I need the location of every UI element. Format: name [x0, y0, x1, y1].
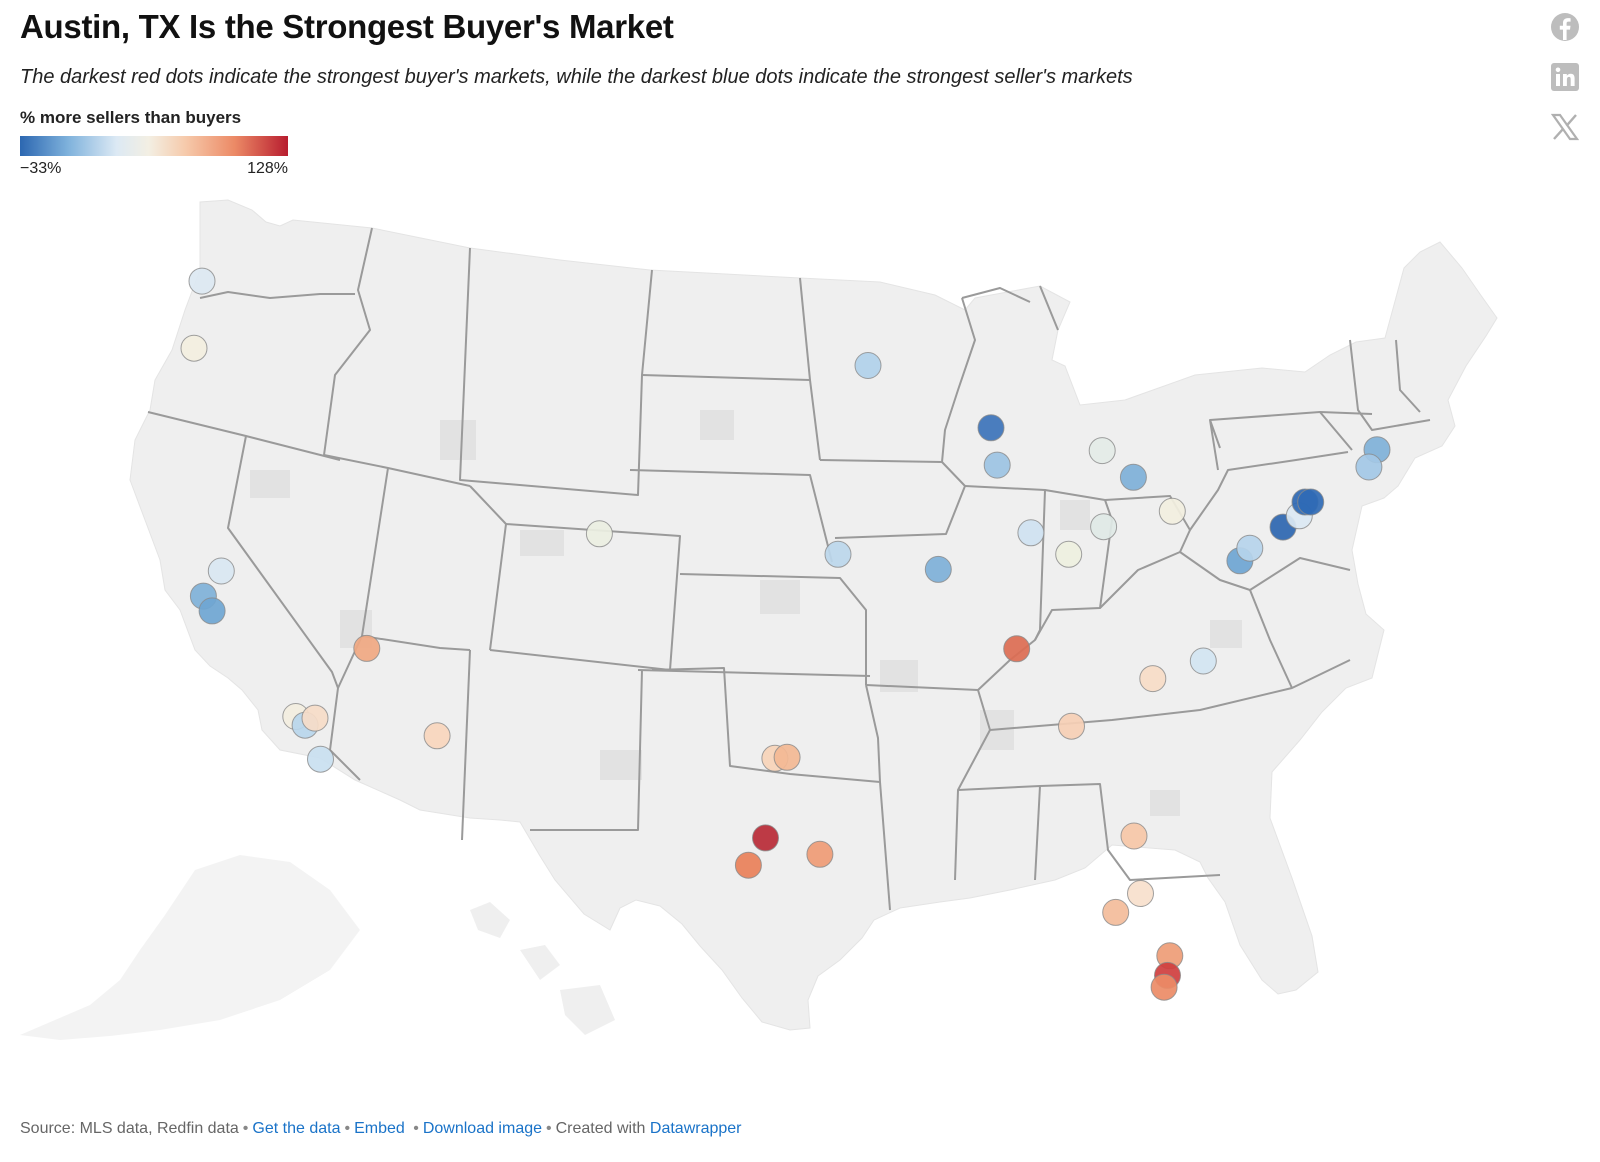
chart-subtitle: The darkest red dots indicate the strong… — [20, 66, 1133, 88]
legend-min-label: −33% — [20, 160, 62, 177]
metro-marker[interactable] — [1055, 540, 1083, 568]
download-image-link[interactable]: Download image — [422, 1120, 543, 1137]
metro-marker[interactable] — [977, 414, 1005, 442]
source-text: Source: MLS data, Redfin data — [20, 1120, 239, 1137]
metro-marker[interactable] — [806, 840, 834, 868]
color-legend: % more sellers than buyers −33% 128% — [20, 108, 290, 178]
metro-marker[interactable] — [1120, 822, 1148, 850]
metro-marker[interactable] — [1150, 973, 1178, 1001]
created-with-text: Created with — [555, 1120, 646, 1137]
legend-max-label: 128% — [247, 160, 288, 177]
metro-marker[interactable] — [1058, 712, 1085, 740]
map-markers — [180, 267, 1391, 1001]
metro-marker[interactable] — [207, 557, 235, 585]
facebook-share-button[interactable] — [1548, 10, 1582, 44]
legend-labels: −33% 128% — [20, 160, 288, 178]
metro-marker[interactable] — [1102, 898, 1130, 926]
metro-marker[interactable] — [1297, 488, 1325, 516]
metro-marker[interactable] — [824, 540, 852, 568]
county-texture — [250, 410, 1242, 816]
metro-marker[interactable] — [924, 555, 952, 583]
metro-marker[interactable] — [1355, 453, 1383, 481]
metro-marker[interactable] — [198, 597, 226, 625]
metro-marker[interactable] — [188, 267, 216, 295]
alaska-shape — [20, 855, 360, 1040]
metro-marker[interactable] — [1189, 647, 1217, 675]
linkedin-share-button[interactable] — [1548, 60, 1582, 94]
legend-gradient-bar — [20, 136, 288, 156]
metro-marker[interactable] — [1139, 665, 1167, 693]
metro-marker[interactable] — [307, 745, 334, 773]
x-share-button[interactable] — [1548, 110, 1582, 144]
metro-marker[interactable] — [1236, 534, 1264, 562]
metro-marker[interactable] — [353, 634, 381, 662]
chart-title: Austin, TX Is the Strongest Buyer's Mark… — [20, 8, 674, 45]
metro-marker[interactable] — [180, 334, 208, 362]
x-icon — [1551, 113, 1579, 141]
share-buttons — [1548, 10, 1582, 160]
map-background — [20, 199, 1498, 1040]
metro-marker[interactable] — [585, 520, 613, 548]
metro-marker[interactable] — [752, 824, 779, 852]
metro-marker[interactable] — [1003, 635, 1031, 663]
metro-marker[interactable] — [773, 743, 801, 771]
metro-marker[interactable] — [301, 704, 329, 732]
metro-marker[interactable] — [1090, 513, 1118, 541]
linkedin-icon — [1551, 63, 1579, 91]
get-data-link[interactable]: Get the data — [252, 1120, 341, 1137]
metro-marker[interactable] — [734, 851, 762, 879]
footer: Source: MLS data, Redfin data • Get the da… — [20, 1120, 742, 1137]
metro-marker[interactable] — [983, 451, 1011, 479]
metro-marker[interactable] — [1158, 497, 1186, 525]
datawrapper-link[interactable]: Datawrapper — [649, 1120, 742, 1137]
embed-link[interactable]: Embed — [354, 1120, 405, 1137]
metro-marker[interactable] — [854, 352, 882, 379]
metro-marker[interactable] — [1088, 437, 1116, 465]
legend-title: % more sellers than buyers — [20, 108, 242, 127]
metro-marker[interactable] — [1119, 463, 1147, 491]
facebook-icon — [1551, 13, 1579, 41]
island-hawaii — [470, 902, 615, 1035]
metro-marker[interactable] — [1127, 880, 1154, 907]
metro-marker[interactable] — [423, 722, 451, 750]
us-map — [20, 199, 1498, 1040]
metro-marker[interactable] — [1017, 519, 1045, 547]
